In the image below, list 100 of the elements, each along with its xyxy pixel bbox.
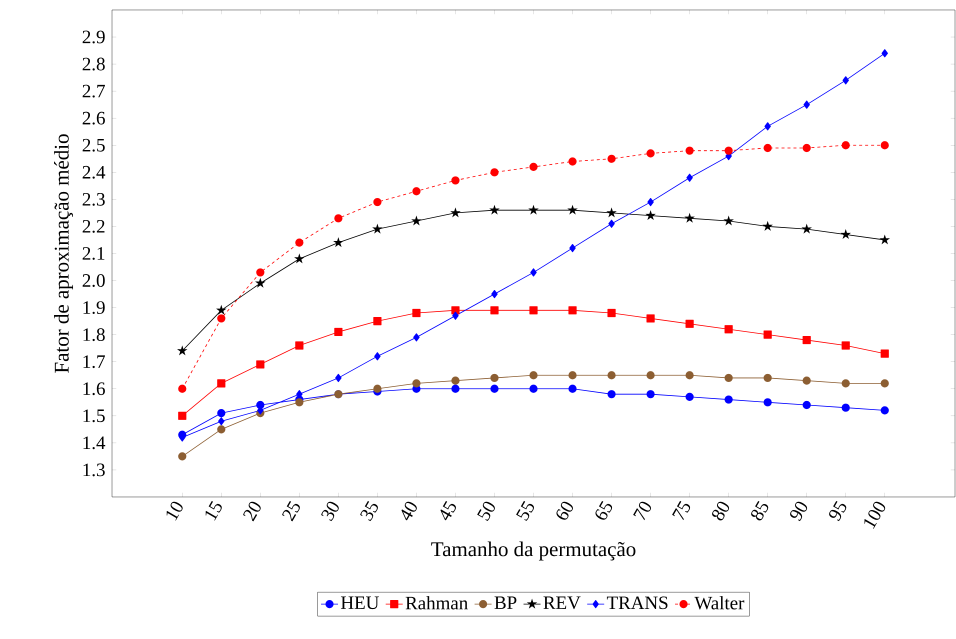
y-tick-label: 2.4 xyxy=(82,166,106,179)
point xyxy=(491,290,498,298)
point xyxy=(842,379,850,388)
y-tick-label: 2.8 xyxy=(82,58,105,71)
point xyxy=(568,157,577,166)
point xyxy=(490,306,499,314)
point xyxy=(217,425,226,434)
y-tick-label: 2.5 xyxy=(82,138,105,152)
point xyxy=(569,244,576,252)
point xyxy=(802,336,811,344)
y-tick-label: 2.3 xyxy=(82,192,105,206)
point xyxy=(334,214,342,222)
point xyxy=(413,333,420,342)
point xyxy=(880,379,889,388)
x-tick-label: 85 xyxy=(751,500,768,520)
point xyxy=(646,371,655,380)
point xyxy=(764,122,771,130)
point xyxy=(764,330,772,339)
x-axis-title: Tamanho da permutação xyxy=(431,542,636,560)
point xyxy=(646,314,655,323)
point xyxy=(451,176,460,185)
x-tick-label: 20 xyxy=(243,502,261,522)
y-tick-label: 1.9 xyxy=(83,301,105,314)
point xyxy=(764,374,772,382)
point xyxy=(801,224,812,234)
point xyxy=(645,210,656,220)
point xyxy=(373,317,382,326)
point xyxy=(256,360,264,369)
y-tick-label: 2.9 xyxy=(82,30,105,44)
y-tick-label: 2.7 xyxy=(82,84,105,98)
point xyxy=(217,379,226,388)
point xyxy=(646,149,655,158)
point xyxy=(333,237,344,248)
point xyxy=(490,384,499,393)
point xyxy=(256,268,264,277)
y-tick-label: 1.4 xyxy=(83,436,106,450)
x-tick-label: 95 xyxy=(829,500,846,522)
x-tick-label: 50 xyxy=(477,502,495,521)
point xyxy=(412,187,421,196)
x-tick-label: 40 xyxy=(402,502,417,520)
point xyxy=(686,146,694,155)
x-tick-label: 10 xyxy=(166,502,183,521)
point xyxy=(217,314,226,323)
point xyxy=(216,304,227,315)
point xyxy=(452,312,459,320)
point xyxy=(724,395,733,404)
point xyxy=(840,229,851,239)
point xyxy=(646,390,655,398)
point xyxy=(842,404,850,412)
y-tick-label: 1.6 xyxy=(83,382,105,396)
point xyxy=(451,384,460,393)
point xyxy=(372,224,383,234)
x-tick-label: 90 xyxy=(790,502,808,522)
point xyxy=(335,374,342,382)
y-tick-label: 2.2 xyxy=(82,220,104,233)
point xyxy=(178,412,186,420)
point xyxy=(764,144,772,152)
point xyxy=(724,374,733,382)
point xyxy=(762,220,773,231)
x-tick-label: 15 xyxy=(206,500,222,521)
point xyxy=(607,154,616,163)
point xyxy=(296,390,303,398)
legend-label: BP xyxy=(494,596,516,609)
point xyxy=(686,371,694,380)
x-tick-label: 35 xyxy=(360,500,378,522)
point xyxy=(295,341,304,350)
point xyxy=(842,141,850,150)
point xyxy=(373,198,382,206)
point xyxy=(880,349,889,358)
point xyxy=(412,379,421,388)
point xyxy=(218,417,224,426)
point xyxy=(490,168,499,176)
point xyxy=(568,306,577,314)
y-tick-label: 1.8 xyxy=(83,328,105,342)
point xyxy=(686,174,693,182)
point xyxy=(882,49,888,58)
x-tick-label: 75 xyxy=(672,500,690,520)
point xyxy=(608,220,615,228)
point xyxy=(647,198,654,206)
point xyxy=(880,234,890,244)
legend-label: HEU xyxy=(340,596,379,610)
x-tick-label: 45 xyxy=(440,500,456,520)
point xyxy=(842,341,850,350)
x-tick-label: 55 xyxy=(516,500,534,521)
y-tick-label: 2.1 xyxy=(82,247,104,260)
point xyxy=(684,212,695,223)
point xyxy=(294,253,305,264)
point xyxy=(334,328,342,336)
point xyxy=(178,452,186,460)
point xyxy=(489,204,500,215)
point xyxy=(724,325,733,334)
legend-label: TRANS xyxy=(606,596,668,610)
point xyxy=(451,376,460,385)
point xyxy=(606,207,617,218)
y-tick-label: 2.6 xyxy=(82,112,105,125)
legend-label: Rahman xyxy=(406,596,468,610)
x-tick-label: 60 xyxy=(556,502,573,520)
point xyxy=(529,162,538,172)
point xyxy=(374,352,381,360)
point xyxy=(529,306,538,314)
